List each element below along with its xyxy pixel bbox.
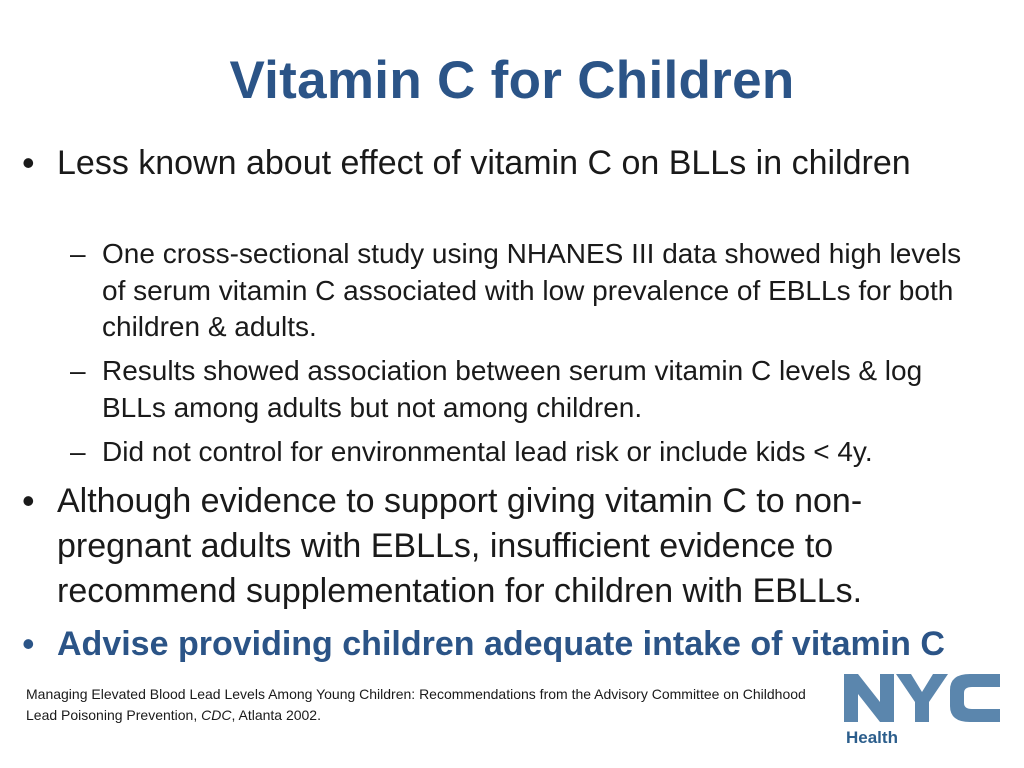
sub-bullet-2: – Results showed association between ser… [70,353,982,426]
logo-label: Health [846,728,898,747]
bullet-3-text: Advise providing children adequate intak… [57,625,945,663]
citation-source: CDC [201,707,232,723]
sub-bullet-1: – One cross-sectional study using NHANES… [70,236,982,346]
sub-bullet-2-text: Results showed association between serum… [102,355,923,423]
nyc-health-logo: Health [844,672,1002,752]
sub-bullet-symbol: – [70,436,86,467]
bullet-symbol: • [22,142,35,183]
citation: Managing Elevated Blood Lead Levels Amon… [26,684,826,726]
bullet-2: • Although evidence to support giving vi… [22,479,982,614]
bullet-1: • Less known about effect of vitamin C o… [22,141,982,185]
bullet-2-text: Although evidence to support giving vita… [57,482,863,610]
sub-bullet-symbol: – [70,355,86,386]
nyc-logo-icon [844,674,1000,722]
bullet-symbol: • [22,623,35,664]
sub-bullet-3: – Did not control for environmental lead… [70,434,982,471]
sub-bullet-1-text: One cross-sectional study using NHANES I… [102,238,962,342]
bullet-1-text: Less known about effect of vitamin C on … [57,144,911,182]
bullet-symbol: • [22,480,35,521]
citation-location: , Atlanta 2002. [231,707,321,723]
citation-text: Managing Elevated Blood Lead Levels Amon… [26,686,806,723]
sub-bullet-3-text: Did not control for environmental lead r… [102,436,873,467]
bullet-3: • Advise providing children adequate int… [22,622,982,666]
slide-title: Vitamin C for Children [229,51,795,110]
sub-bullet-symbol: – [70,238,86,269]
